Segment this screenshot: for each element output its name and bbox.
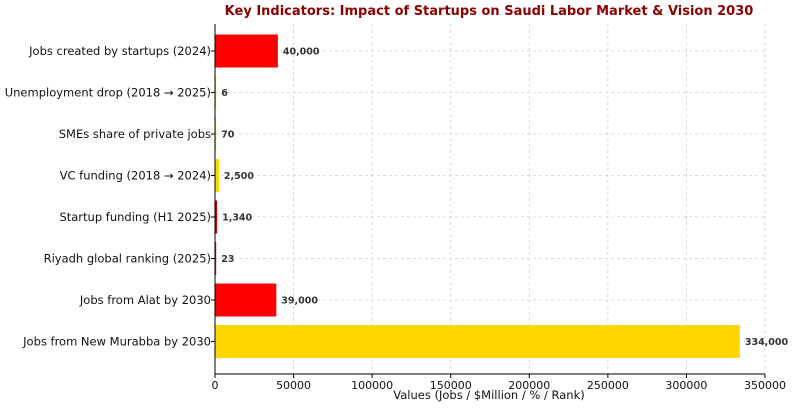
bar [215,242,217,275]
x-tick-label: 50000 [276,379,311,392]
category-label: Jobs created by startups (2024) [28,44,211,58]
category-label: VC funding (2018 → 2024) [60,169,211,183]
x-tick-label: 100000 [351,379,393,392]
grid-layer [214,24,766,374]
bar [215,34,278,68]
value-label: 23 [221,254,234,265]
x-tick-label: 250000 [587,379,629,392]
category-label: Unemployment drop (2018 → 2025) [5,86,211,100]
x-axis-title: Values (Jobs / $Million / % / Rank) [393,388,584,402]
x-tick-label: 350000 [744,379,786,392]
value-label: 40,000 [283,47,320,58]
bar [215,283,277,317]
x-tick-label: 300000 [665,379,707,392]
category-label: Riyadh global ranking (2025) [44,252,211,266]
value-label: 1,340 [222,213,252,224]
x-tick-label: 0 [212,379,219,392]
category-label: Startup funding (H1 2025) [59,210,211,224]
bar [215,117,217,151]
value-label: 39,000 [281,296,318,307]
label-layer: Jobs created by startups (2024) 40,000 Une… [5,44,789,349]
x-tick-label: 200000 [508,379,550,392]
x-tick-label: 150000 [430,379,472,392]
chart-title: Key Indicators: Impact of Startups on Sa… [225,4,754,19]
value-label: 70 [221,130,235,141]
category-label: Jobs from Alat by 2030 [79,293,211,307]
axis-layer: 0 50000 100000 150000 200000 250000 300000 3500… [211,24,786,392]
value-label: 6 [221,88,228,99]
bar [215,200,218,234]
category-label: Jobs from New Murabba by 2030 [22,335,211,349]
value-label: 2,500 [224,171,254,182]
category-label: SMEs share of private jobs [59,127,211,141]
bar [215,325,740,358]
bar-layer [215,34,740,358]
bar [215,76,217,109]
value-label: 334,000 [745,337,789,348]
bar [215,159,219,192]
